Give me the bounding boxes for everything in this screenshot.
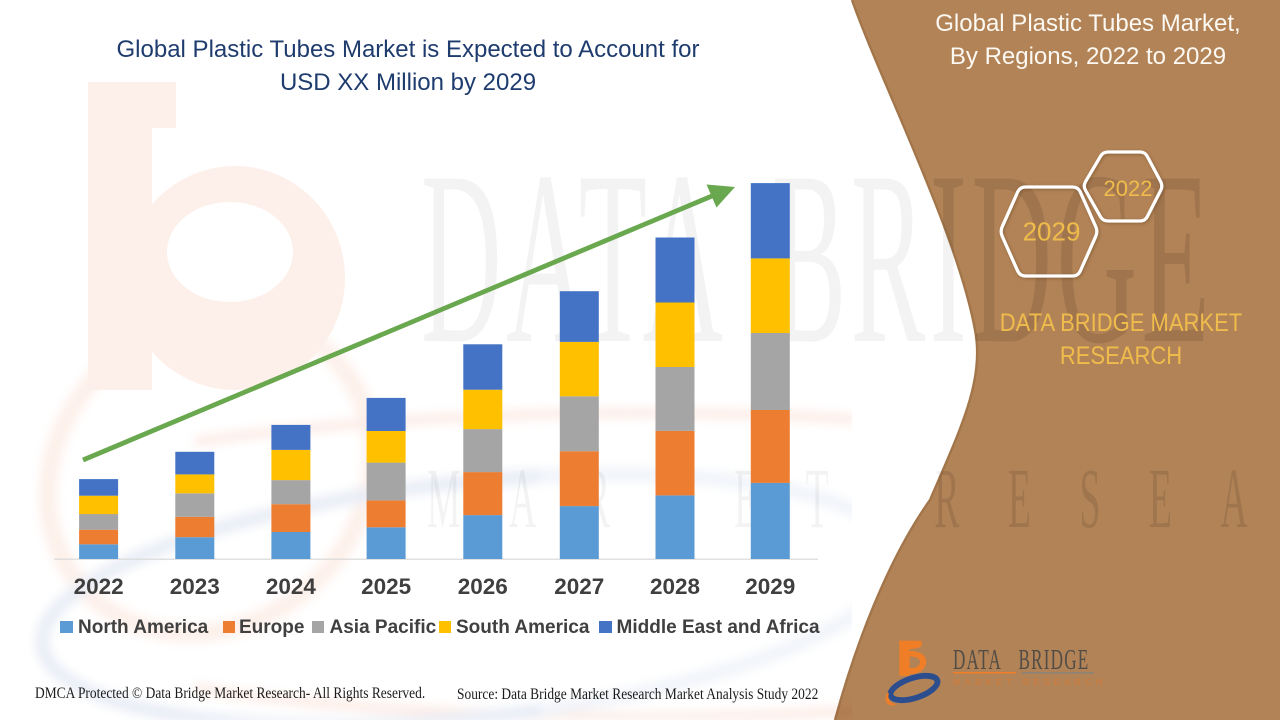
svg-text:MARKET RESEARCH: MARKET RESEARCH xyxy=(953,677,1107,687)
svg-text:2029: 2029 xyxy=(1023,217,1081,247)
svg-text:2022: 2022 xyxy=(1104,176,1153,201)
svg-text:DATA BRIDGE: DATA BRIDGE xyxy=(953,645,1089,677)
